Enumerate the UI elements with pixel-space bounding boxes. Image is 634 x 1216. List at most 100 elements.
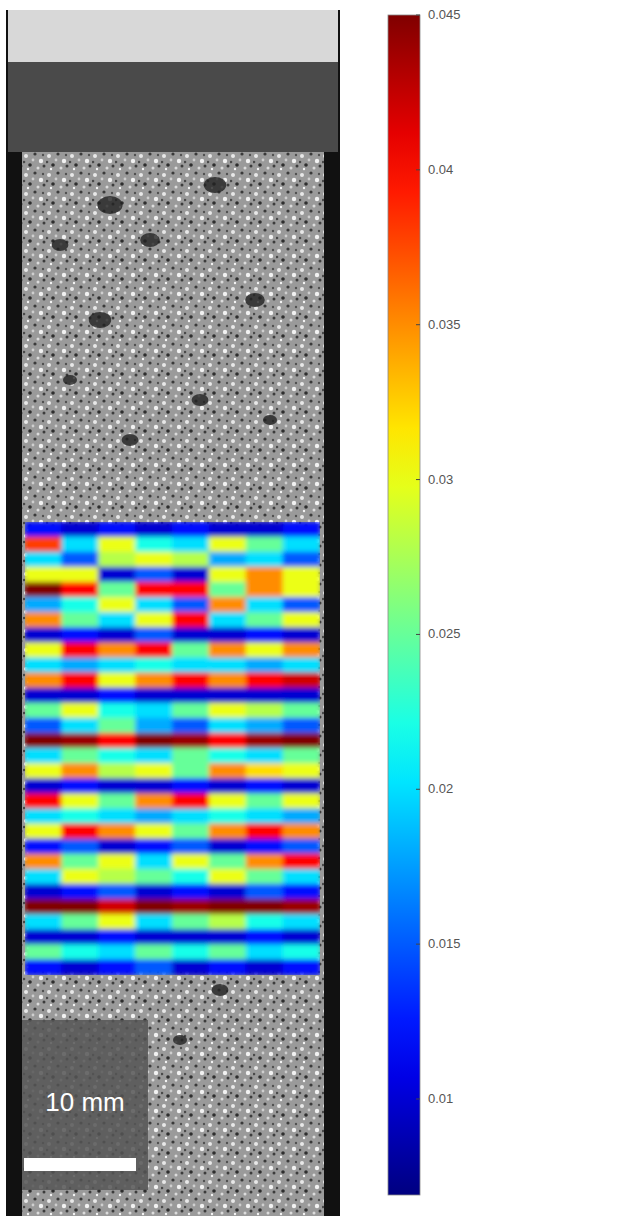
colorbar-tick-label: 0.03 [428,472,453,487]
heatmap-cell [135,839,173,855]
heatmap-cell [283,612,320,628]
heatmap-cell [25,808,62,824]
heatmap [25,522,320,975]
heatmap-cell [209,748,247,764]
heatmap-cell [283,627,320,643]
heatmap-cell [135,718,173,734]
heatmap-cell [209,703,247,719]
heatmap-cell [135,929,173,945]
heatmap-cell [135,612,173,628]
heatmap-cell [61,793,99,809]
colorbar-tick [416,944,420,945]
heatmap-cell [209,673,247,689]
heatmap-cell [246,839,284,855]
heatmap-cell [135,627,173,643]
heatmap-cell [135,673,173,689]
heatmap-cell [283,778,320,794]
heatmap-cell [61,597,99,613]
heatmap-cell [135,944,173,960]
heatmap-cell [61,657,99,673]
heatmap-cell [209,537,247,553]
heatmap-cell [135,793,173,809]
heatmap-cell [283,929,320,945]
heatmap-cell [172,778,210,794]
heatmap-cell [135,824,173,840]
colorbar-tick [416,15,420,16]
heatmap-cell [283,824,320,840]
heatmap-cell [172,869,210,885]
heatmap-cell [283,642,320,658]
heatmap-cell [61,673,99,689]
heatmap-cell [61,688,99,704]
heatmap-cell [98,899,136,915]
colorbar-tick-label: 0.035 [428,317,461,332]
heatmap-cell [25,929,62,945]
heatmap-cell [25,537,62,553]
heatmap-cell [25,944,62,960]
heatmap-cell [25,869,62,885]
heatmap-cell [246,884,284,900]
heatmap-cell [61,612,99,628]
colorbar-tick [416,789,420,790]
heatmap-cell [98,673,136,689]
colorbar-tick-label: 0.02 [428,781,453,796]
heatmap-cell [172,793,210,809]
heatmap-cell [98,567,136,583]
heatmap-cell [246,688,284,704]
heatmap-cell [209,808,247,824]
heatmap-cell [283,582,320,598]
heatmap-cell [283,552,320,568]
heatmap-cell [172,839,210,855]
heatmap-cell [61,869,99,885]
heatmap-cell [135,582,173,598]
heatmap-cell [246,944,284,960]
heatmap-cell [246,673,284,689]
heatmap-cell [246,763,284,779]
heatmap-cell [209,914,247,930]
heatmap-cell [172,627,210,643]
heatmap-cell [25,703,62,719]
heatmap-cell [172,884,210,900]
heatmap-cell [98,642,136,658]
heatmap-cell [98,582,136,598]
heatmap-cell [135,733,173,749]
speckle-blob [263,415,277,425]
colorbar-tick [416,169,420,170]
heatmap-cell [25,582,62,598]
heatmap-cell [61,627,99,643]
heatmap-cell [98,929,136,945]
heatmap-cell [209,612,247,628]
heatmap-cell [25,899,62,915]
heatmap-cell [172,944,210,960]
heatmap-cell [98,778,136,794]
heatmap-cell [172,567,210,583]
heatmap-cell [283,567,320,583]
speckle-blob [212,984,229,996]
heatmap-cell [246,703,284,719]
heatmap-cell [61,763,99,779]
heatmap-cell [61,718,99,734]
heatmap-cell [61,537,99,553]
heatmap-cell [172,522,210,538]
heatmap-cell [283,597,320,613]
heatmap-cell [209,793,247,809]
heatmap-cell [209,839,247,855]
heatmap-cell [25,778,62,794]
heatmap-cell [172,763,210,779]
heatmap-cell [98,552,136,568]
heatmap-cell [209,688,247,704]
speckle-blob [204,177,226,193]
heatmap-cell [61,748,99,764]
heatmap-cell [283,703,320,719]
heatmap-cell [246,552,284,568]
heatmap-cell [25,567,62,583]
scale-bar-box [22,1020,148,1190]
heatmap-cell [283,748,320,764]
heatmap-cell [246,522,284,538]
heatmap-cell [246,914,284,930]
heatmap-cell [25,914,62,930]
heatmap-cell [209,899,247,915]
heatmap-cell [25,748,62,764]
heatmap-cell [25,733,62,749]
heatmap-cell [283,884,320,900]
